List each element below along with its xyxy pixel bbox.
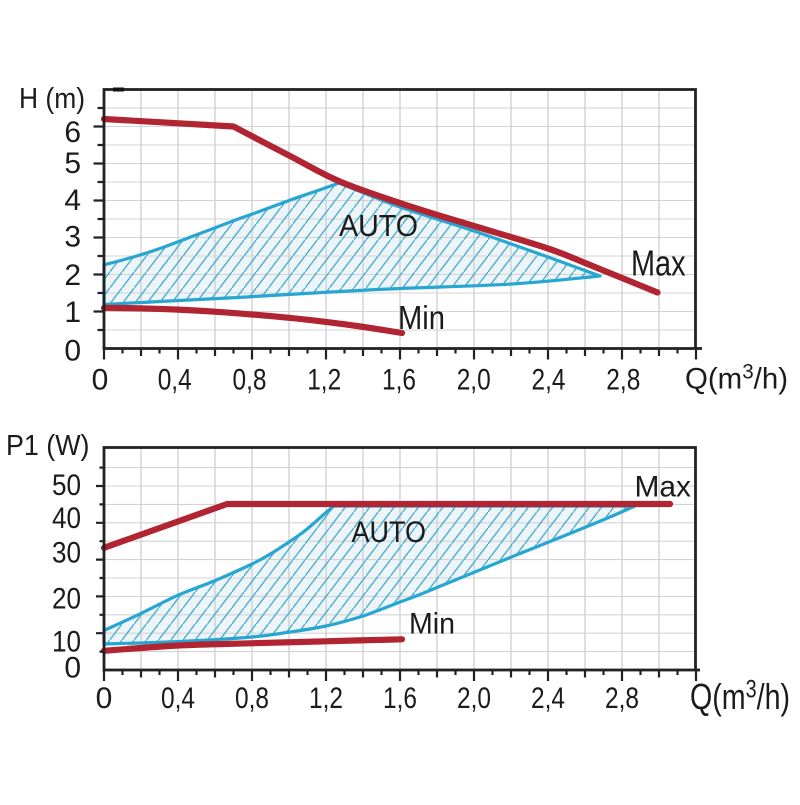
svg-text:1,2: 1,2 <box>309 682 343 715</box>
svg-text:0: 0 <box>64 651 81 684</box>
svg-text:50: 50 <box>52 469 81 502</box>
svg-text:2,0: 2,0 <box>457 364 491 397</box>
svg-text:AUTO: AUTO <box>352 516 427 549</box>
svg-text:2,0: 2,0 <box>457 682 491 715</box>
svg-text:2: 2 <box>64 259 81 292</box>
svg-text:1: 1 <box>64 296 81 329</box>
svg-text:0: 0 <box>64 334 81 367</box>
svg-text:2,8: 2,8 <box>605 682 639 715</box>
svg-text:0,4: 0,4 <box>158 364 192 397</box>
svg-text:2,8: 2,8 <box>606 364 640 397</box>
svg-text:AUTO: AUTO <box>339 208 418 243</box>
svg-text:4: 4 <box>64 184 81 217</box>
svg-text:1,2: 1,2 <box>307 364 341 397</box>
svg-text:2,4: 2,4 <box>531 682 565 715</box>
svg-text:Max: Max <box>631 243 686 284</box>
svg-text:0,8: 0,8 <box>233 364 267 397</box>
svg-text:Min: Min <box>398 299 445 336</box>
svg-text:6: 6 <box>64 116 81 149</box>
svg-text:1,6: 1,6 <box>383 682 417 715</box>
svg-text:1,6: 1,6 <box>382 364 416 397</box>
svg-text:0: 0 <box>92 364 109 397</box>
svg-text:0,4: 0,4 <box>161 682 195 715</box>
svg-text:Q(m3/h): Q(m3/h) <box>685 361 788 396</box>
svg-text:P1 (W): P1 (W) <box>6 430 90 462</box>
svg-text:5: 5 <box>64 147 81 180</box>
svg-text:Min: Min <box>409 608 455 641</box>
svg-text:20: 20 <box>52 582 81 615</box>
svg-text:10: 10 <box>52 625 81 658</box>
svg-text:Max: Max <box>635 471 692 504</box>
svg-text:3: 3 <box>64 220 81 253</box>
svg-text:2,4: 2,4 <box>532 364 566 397</box>
svg-text:40: 40 <box>52 502 81 535</box>
svg-text:Q(m3/h): Q(m3/h) <box>690 676 790 718</box>
svg-text:0,8: 0,8 <box>235 682 269 715</box>
svg-text:H (m): H (m) <box>19 83 85 115</box>
svg-text:30: 30 <box>52 536 81 569</box>
svg-text:0: 0 <box>96 682 113 715</box>
